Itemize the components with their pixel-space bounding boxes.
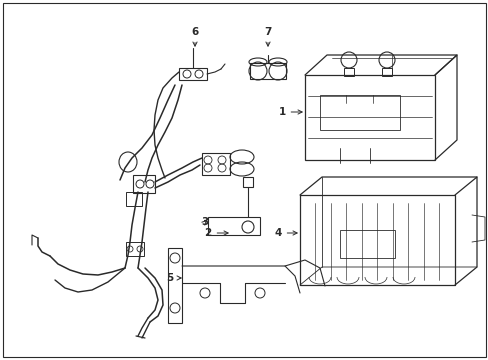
Bar — [207, 217, 260, 235]
Bar — [249, 63, 285, 79]
Text: 5: 5 — [166, 273, 181, 283]
Text: 6: 6 — [191, 27, 198, 46]
Bar — [179, 68, 206, 80]
Bar — [381, 68, 391, 76]
Text: 4: 4 — [274, 228, 297, 238]
Bar — [126, 192, 142, 206]
Bar — [243, 177, 252, 187]
Bar — [305, 75, 434, 160]
Bar — [343, 68, 353, 76]
Bar — [202, 153, 229, 175]
Bar — [319, 95, 399, 130]
Bar — [126, 242, 143, 256]
Text: 2: 2 — [204, 228, 228, 238]
Bar — [339, 230, 394, 258]
Text: 7: 7 — [264, 27, 271, 46]
Bar — [133, 175, 155, 193]
Text: 1: 1 — [278, 107, 302, 117]
Bar — [168, 248, 182, 323]
Text: 3: 3 — [201, 217, 208, 227]
